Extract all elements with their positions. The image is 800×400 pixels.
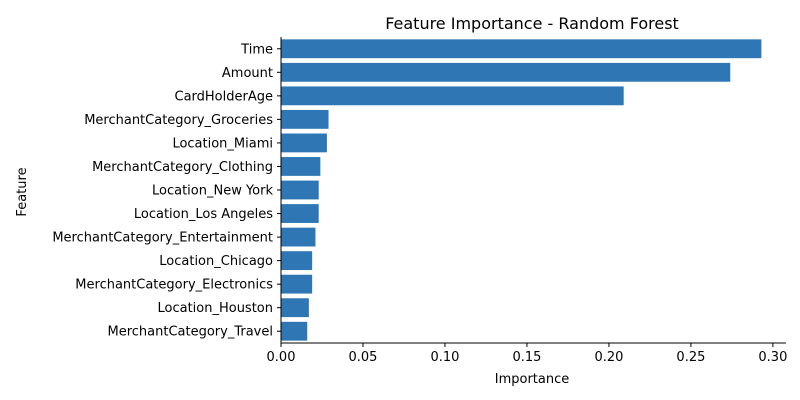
bar-1 xyxy=(281,62,731,82)
y-tick-label: Location_Chicago xyxy=(159,254,273,269)
bars-group xyxy=(281,39,762,341)
x-tick-label: 0.05 xyxy=(349,350,378,365)
y-tick-labels: Time Amount CardHolderAge MerchantCategory_… xyxy=(52,42,281,340)
y-tick-label: Time xyxy=(240,42,273,57)
y-tick-label: MerchantCategory_Clothing xyxy=(92,160,273,175)
x-tick-label: 0.20 xyxy=(594,350,623,365)
bar-3 xyxy=(281,109,329,129)
bar-6 xyxy=(281,180,319,200)
bar-8 xyxy=(281,227,316,247)
chart-title: Feature Importance - Random Forest xyxy=(385,14,679,33)
y-tick-label: MerchantCategory_Groceries xyxy=(84,113,273,128)
y-tick-label: CardHolderAge xyxy=(175,89,274,104)
bar-4 xyxy=(281,133,327,153)
x-tick-label: 0.10 xyxy=(430,350,459,365)
y-tick-label: Location_Miami xyxy=(172,136,273,151)
bar-11 xyxy=(281,298,309,318)
x-tick-label: 0.15 xyxy=(512,350,541,365)
x-axis-label: Importance xyxy=(495,372,570,387)
y-axis-label: Feature xyxy=(15,167,30,216)
x-tick-label: 0.25 xyxy=(676,350,705,365)
bar-2 xyxy=(281,86,624,106)
x-tick-label: 0.00 xyxy=(267,350,296,365)
x-ticks: 0.00 0.05 0.10 0.15 0.20 0.25 0.30 xyxy=(267,343,787,365)
y-tick-label: MerchantCategory_Electronics xyxy=(75,278,273,293)
y-tick-label: Amount xyxy=(222,66,273,81)
y-tick-label: MerchantCategory_Entertainment xyxy=(52,231,273,246)
y-tick-label: MerchantCategory_Travel xyxy=(108,325,274,340)
x-tick-label: 0.30 xyxy=(758,350,787,365)
y-tick-label: Location_Houston xyxy=(157,301,273,316)
bar-7 xyxy=(281,204,319,223)
bar-9 xyxy=(281,251,313,271)
y-tick-label: Location_New York xyxy=(152,184,273,199)
bar-5 xyxy=(281,157,321,176)
bar-0 xyxy=(281,39,762,59)
y-tick-label: Location_Los Angeles xyxy=(134,207,273,222)
bar-12 xyxy=(281,321,308,341)
bar-10 xyxy=(281,274,313,294)
